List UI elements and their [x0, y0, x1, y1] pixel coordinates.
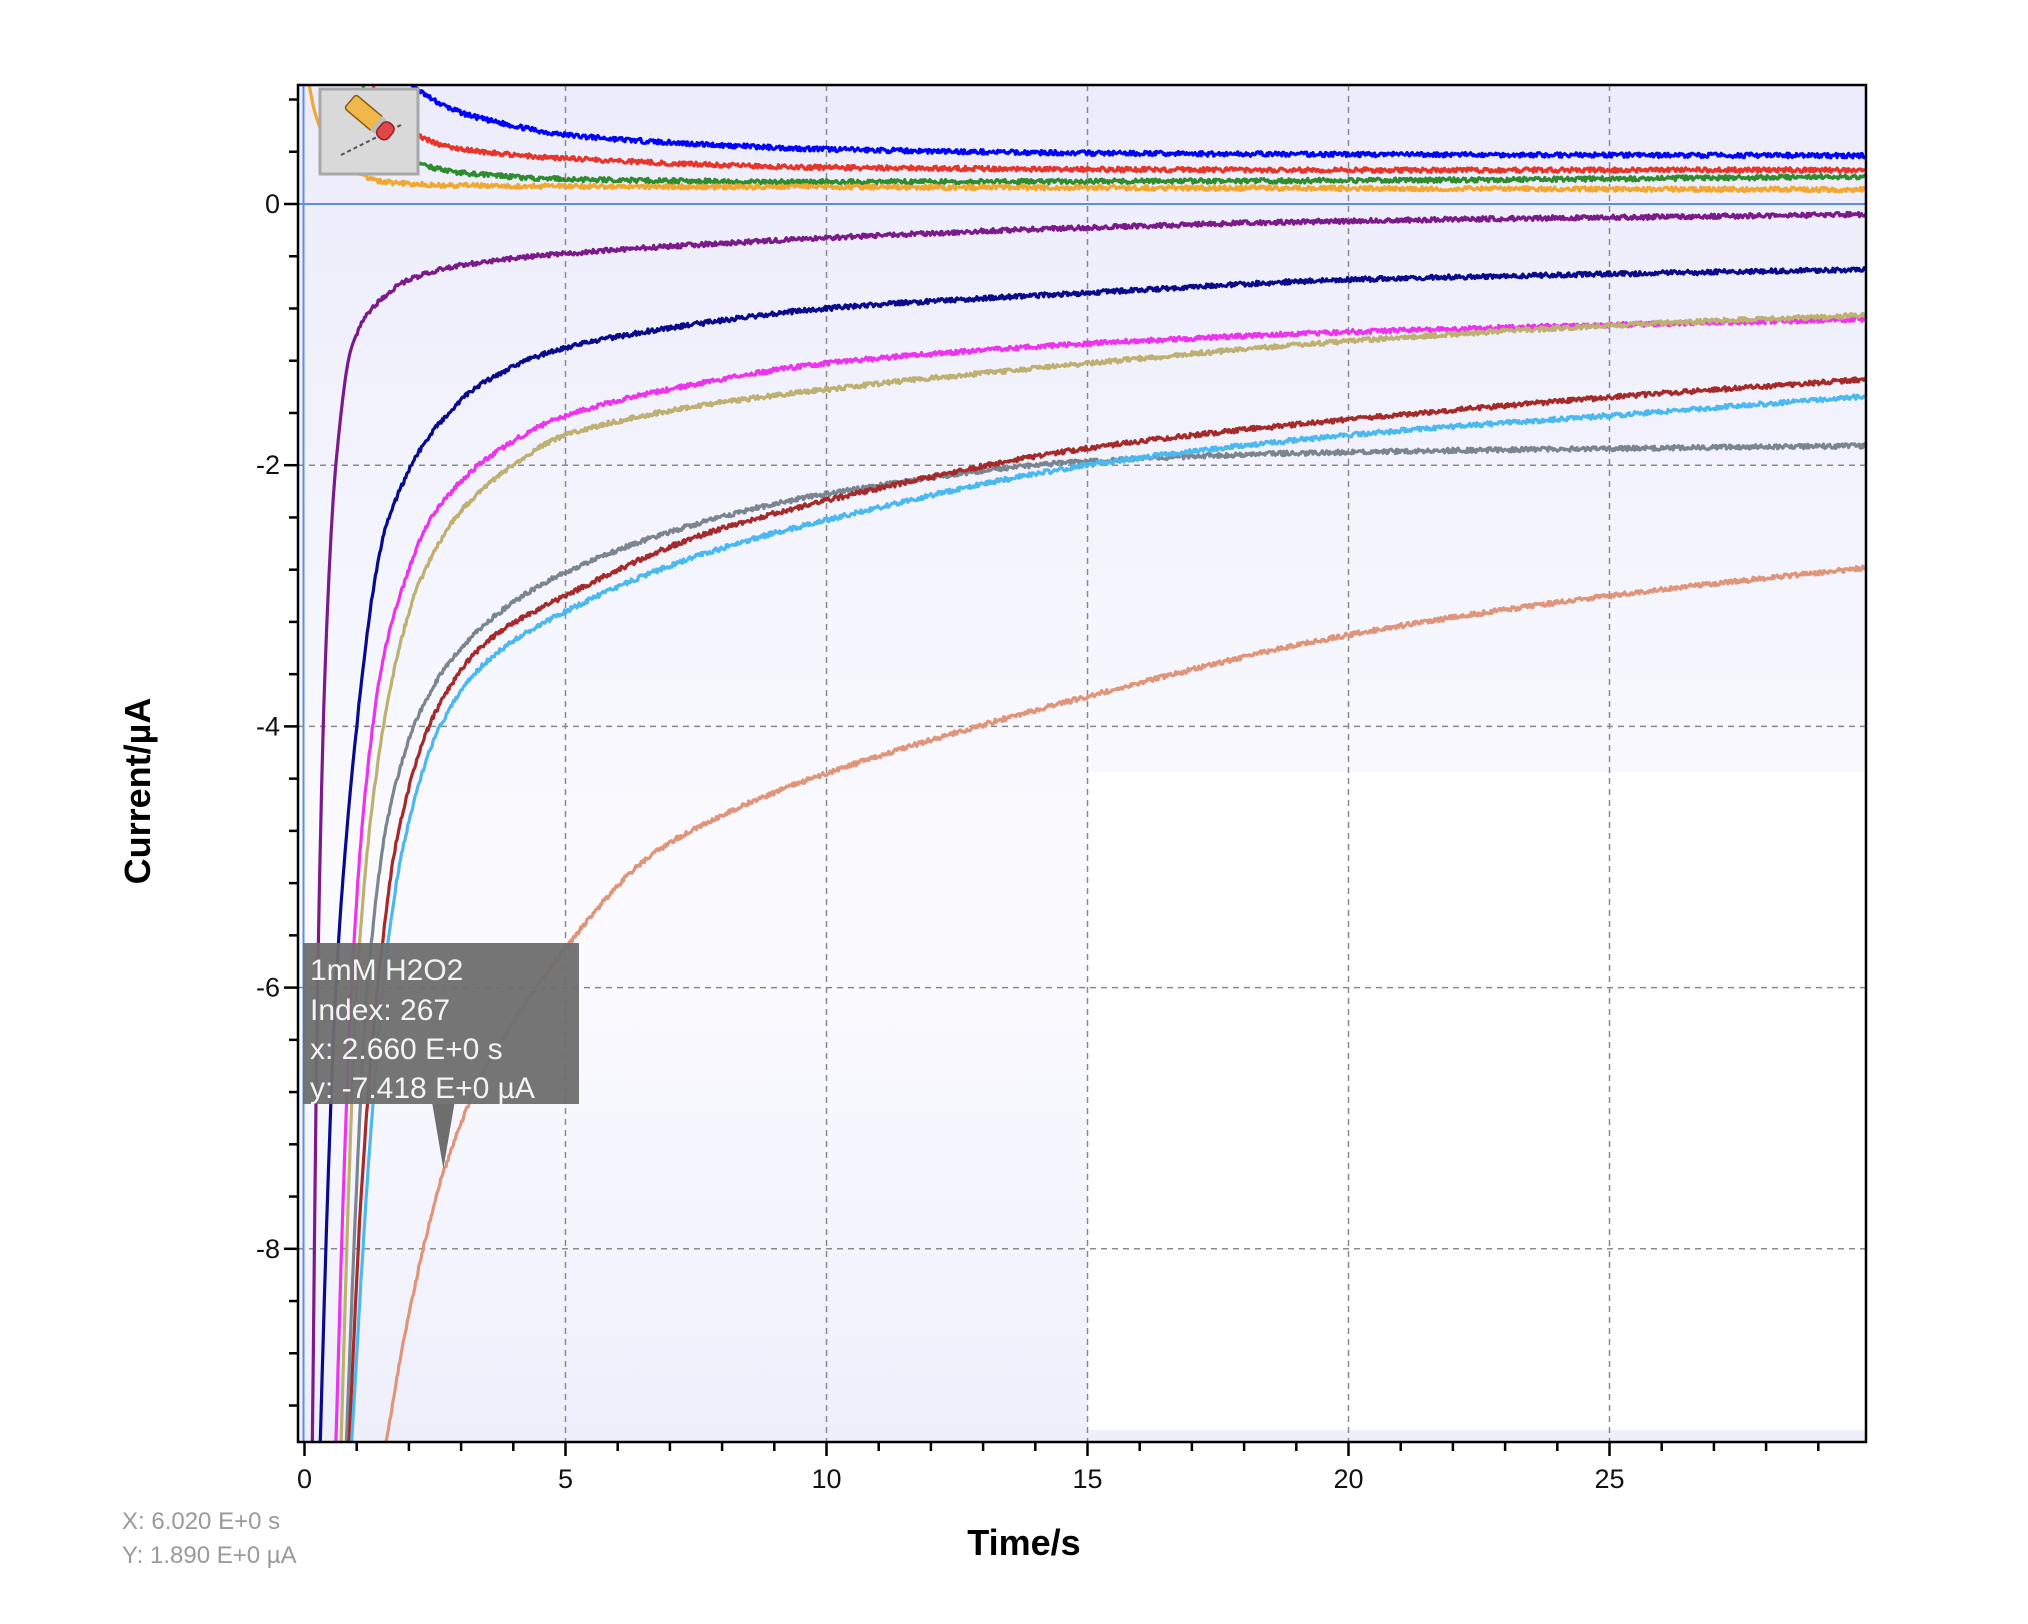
x-tick-label: 0	[297, 1464, 312, 1494]
x-tick-label: 10	[811, 1464, 841, 1494]
data-point-tooltip: 1mM H2O2 Index: 267 x: 2.660 E+0 s y: -7…	[303, 943, 579, 1169]
series-line-5	[310, 210, 1866, 1442]
cursor-readout-y: Y: 1.890 E+0 µA	[122, 1542, 297, 1569]
series-line-4	[307, 85, 1866, 194]
x-tick-label: 15	[1072, 1464, 1102, 1494]
y-tick-label: -2	[256, 450, 280, 480]
eraser-button[interactable]	[318, 87, 420, 176]
x-axis-title: Time/s	[967, 1522, 1080, 1563]
x-tick-label: 5	[558, 1464, 573, 1494]
x-tick-label: 25	[1594, 1464, 1624, 1494]
y-tick-label: -4	[256, 711, 280, 741]
y-tick-label: -6	[256, 973, 280, 1003]
series-group	[307, 85, 1866, 1442]
series-line-10	[347, 376, 1866, 1442]
tooltip-series-name: 1mM H2O2	[310, 954, 463, 987]
tooltip-y: y: -7.418 E+0 µA	[310, 1072, 535, 1105]
series-line-11	[350, 393, 1866, 1442]
axes: 0 5 10 15 20 25 0 -2 -4 -6 -8	[256, 98, 1820, 1494]
series-line-12	[384, 564, 1866, 1442]
cursor-readout-x: X: 6.020 E+0 s	[122, 1508, 280, 1535]
crosshair	[299, 86, 1865, 1441]
tooltip-x: x: 2.660 E+0 s	[310, 1033, 503, 1066]
series-line-1	[409, 85, 1866, 160]
y-tick-label: 0	[265, 189, 280, 219]
series-line-3	[359, 85, 1866, 186]
series-line-2	[371, 85, 1866, 174]
plot-unpainted-region	[1088, 772, 1866, 1430]
series-line-8	[339, 311, 1866, 1442]
tooltip-index: Index: 267	[310, 994, 450, 1027]
y-axis-title: Current/µA	[117, 698, 158, 885]
tooltip-pointer	[432, 1104, 455, 1169]
series-line-6	[318, 266, 1866, 1442]
plot-frame	[296, 83, 1868, 1444]
y-tick-label: -8	[256, 1234, 280, 1264]
x-tick-label: 20	[1333, 1464, 1363, 1494]
eraser-icon	[340, 94, 404, 156]
